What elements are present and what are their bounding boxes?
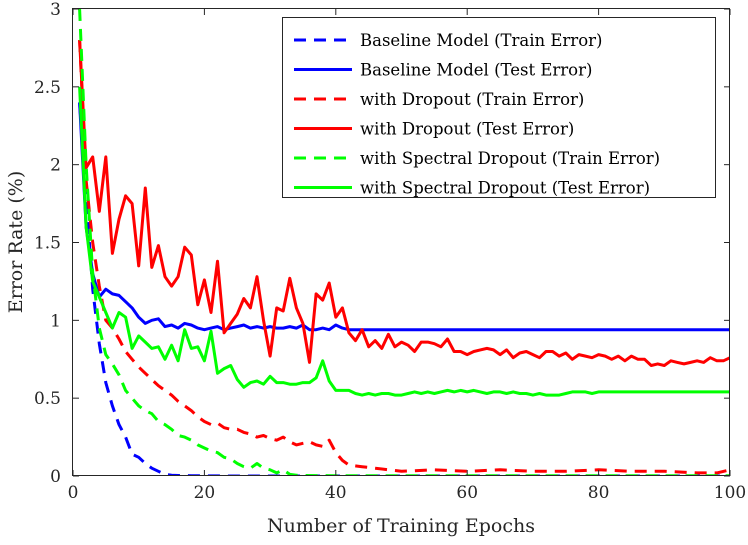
legend-label-4: with Dropout (Test Error) <box>360 120 574 139</box>
series-line-4 <box>78 40 730 367</box>
y-tick-label: 1.5 <box>34 234 61 254</box>
x-tick-label: 20 <box>194 483 216 503</box>
y-tick-label: 0 <box>50 467 61 487</box>
series-line-3 <box>78 40 730 475</box>
legend-label-2: Baseline Model (Test Error) <box>360 61 592 80</box>
x-axis-label: Number of Training Epochs <box>267 515 535 537</box>
legend-label-1: Baseline Model (Train Error) <box>360 31 602 50</box>
x-tick-label: 0 <box>68 483 79 503</box>
y-tick-label: 0.5 <box>34 389 61 409</box>
x-tick-label: 60 <box>456 483 478 503</box>
legend-label-3: with Dropout (Train Error) <box>360 90 584 109</box>
legend-label-5: with Spectral Dropout (Train Error) <box>360 149 660 168</box>
x-tick-label: 100 <box>714 483 746 503</box>
series-line-2 <box>78 102 730 332</box>
y-tick-label: 1 <box>50 311 61 331</box>
series-line-1 <box>78 102 730 476</box>
y-tick-label: 2.5 <box>34 78 61 98</box>
x-tick-label: 40 <box>325 483 347 503</box>
legend: Baseline Model (Train Error) Baseline Mod… <box>282 17 716 198</box>
y-tick-label: 2 <box>50 156 61 176</box>
legend-box <box>282 17 716 198</box>
y-tick-label: 3 <box>50 0 61 20</box>
x-tick-label: 80 <box>588 483 610 503</box>
ticks-layer: 0 20 40 60 80 100 0 0.5 1 1.5 2 2.5 3 <box>34 0 746 503</box>
series-line-6 <box>78 86 730 397</box>
y-axis-label: Error Rate (%) <box>5 171 27 313</box>
legend-label-6: with Spectral Dropout (Test Error) <box>360 179 650 198</box>
